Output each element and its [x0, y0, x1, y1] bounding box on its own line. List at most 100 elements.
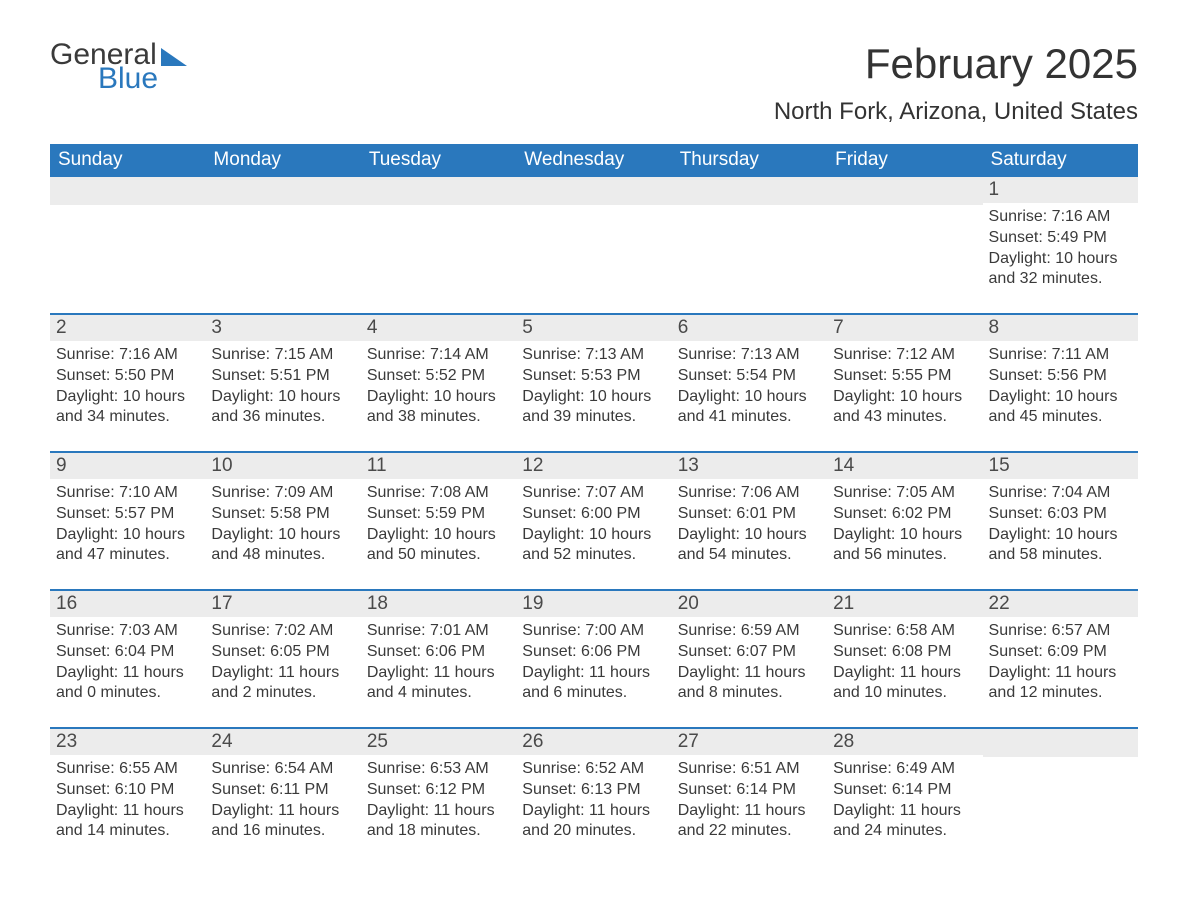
sunset-text: Sunset: 6:08 PM [833, 642, 976, 663]
daylight-text: Daylight: 10 hours and 39 minutes. [522, 387, 665, 429]
week-row: 1Sunrise: 7:16 AMSunset: 5:49 PMDaylight… [50, 177, 1138, 313]
daylight-text: Daylight: 10 hours and 41 minutes. [678, 387, 821, 429]
logo: General Blue [50, 40, 187, 94]
day-info: Sunrise: 7:07 AMSunset: 6:00 PMDaylight:… [516, 479, 671, 572]
day-number: 4 [361, 315, 516, 341]
sunrise-text: Sunrise: 6:52 AM [522, 759, 665, 780]
daylight-text: Daylight: 10 hours and 32 minutes. [989, 249, 1132, 291]
sunset-text: Sunset: 6:03 PM [989, 504, 1132, 525]
day-number: 19 [516, 591, 671, 617]
day-info: Sunrise: 6:59 AMSunset: 6:07 PMDaylight:… [672, 617, 827, 710]
day-cell [50, 177, 205, 313]
day-info: Sunrise: 7:05 AMSunset: 6:02 PMDaylight:… [827, 479, 982, 572]
sunrise-text: Sunrise: 7:16 AM [989, 207, 1132, 228]
day-of-week-header: SundayMondayTuesdayWednesdayThursdayFrid… [50, 144, 1138, 177]
dow-friday: Friday [827, 144, 982, 177]
day-info: Sunrise: 7:04 AMSunset: 6:03 PMDaylight:… [983, 479, 1138, 572]
sunset-text: Sunset: 6:14 PM [678, 780, 821, 801]
day-number: 9 [50, 453, 205, 479]
day-number: 18 [361, 591, 516, 617]
sunset-text: Sunset: 6:10 PM [56, 780, 199, 801]
sunrise-text: Sunrise: 7:10 AM [56, 483, 199, 504]
day-cell: 5Sunrise: 7:13 AMSunset: 5:53 PMDaylight… [516, 315, 671, 451]
day-cell: 9Sunrise: 7:10 AMSunset: 5:57 PMDaylight… [50, 453, 205, 589]
day-cell: 2Sunrise: 7:16 AMSunset: 5:50 PMDaylight… [50, 315, 205, 451]
sunrise-text: Sunrise: 7:08 AM [367, 483, 510, 504]
sunrise-text: Sunrise: 7:07 AM [522, 483, 665, 504]
day-cell: 11Sunrise: 7:08 AMSunset: 5:59 PMDayligh… [361, 453, 516, 589]
day-info: Sunrise: 7:10 AMSunset: 5:57 PMDaylight:… [50, 479, 205, 572]
day-cell: 19Sunrise: 7:00 AMSunset: 6:06 PMDayligh… [516, 591, 671, 727]
day-number: 16 [50, 591, 205, 617]
week-row: 16Sunrise: 7:03 AMSunset: 6:04 PMDayligh… [50, 589, 1138, 727]
daylight-text: Daylight: 10 hours and 36 minutes. [211, 387, 354, 429]
day-number: 26 [516, 729, 671, 755]
day-info: Sunrise: 7:06 AMSunset: 6:01 PMDaylight:… [672, 479, 827, 572]
daylight-text: Daylight: 11 hours and 20 minutes. [522, 801, 665, 843]
day-cell: 1Sunrise: 7:16 AMSunset: 5:49 PMDaylight… [983, 177, 1138, 313]
sunrise-text: Sunrise: 7:15 AM [211, 345, 354, 366]
day-cell: 16Sunrise: 7:03 AMSunset: 6:04 PMDayligh… [50, 591, 205, 727]
day-info: Sunrise: 7:16 AMSunset: 5:49 PMDaylight:… [983, 203, 1138, 296]
day-cell: 28Sunrise: 6:49 AMSunset: 6:14 PMDayligh… [827, 729, 982, 865]
day-cell [983, 729, 1138, 865]
day-cell: 6Sunrise: 7:13 AMSunset: 5:54 PMDaylight… [672, 315, 827, 451]
header: General Blue February 2025 North Fork, A… [50, 40, 1138, 126]
day-number: 7 [827, 315, 982, 341]
sunrise-text: Sunrise: 7:11 AM [989, 345, 1132, 366]
day-number: 23 [50, 729, 205, 755]
sunrise-text: Sunrise: 7:03 AM [56, 621, 199, 642]
day-number [983, 729, 1138, 757]
sunset-text: Sunset: 6:02 PM [833, 504, 976, 525]
sunrise-text: Sunrise: 7:06 AM [678, 483, 821, 504]
dow-saturday: Saturday [983, 144, 1138, 177]
sunrise-text: Sunrise: 6:49 AM [833, 759, 976, 780]
day-number: 20 [672, 591, 827, 617]
logo-triangle-icon [161, 48, 187, 66]
day-number [516, 177, 671, 205]
day-info: Sunrise: 6:55 AMSunset: 6:10 PMDaylight:… [50, 755, 205, 848]
sunrise-text: Sunrise: 7:12 AM [833, 345, 976, 366]
day-number [50, 177, 205, 205]
sunset-text: Sunset: 5:51 PM [211, 366, 354, 387]
daylight-text: Daylight: 11 hours and 14 minutes. [56, 801, 199, 843]
sunset-text: Sunset: 5:50 PM [56, 366, 199, 387]
daylight-text: Daylight: 10 hours and 48 minutes. [211, 525, 354, 567]
day-cell: 21Sunrise: 6:58 AMSunset: 6:08 PMDayligh… [827, 591, 982, 727]
title-block: February 2025 North Fork, Arizona, Unite… [774, 40, 1138, 126]
sunrise-text: Sunrise: 7:00 AM [522, 621, 665, 642]
sunrise-text: Sunrise: 7:05 AM [833, 483, 976, 504]
sunset-text: Sunset: 5:56 PM [989, 366, 1132, 387]
daylight-text: Daylight: 10 hours and 47 minutes. [56, 525, 199, 567]
day-info: Sunrise: 6:58 AMSunset: 6:08 PMDaylight:… [827, 617, 982, 710]
day-info: Sunrise: 7:09 AMSunset: 5:58 PMDaylight:… [205, 479, 360, 572]
daylight-text: Daylight: 11 hours and 12 minutes. [989, 663, 1132, 705]
day-info: Sunrise: 6:53 AMSunset: 6:12 PMDaylight:… [361, 755, 516, 848]
day-number: 8 [983, 315, 1138, 341]
dow-tuesday: Tuesday [361, 144, 516, 177]
day-cell [672, 177, 827, 313]
day-cell: 3Sunrise: 7:15 AMSunset: 5:51 PMDaylight… [205, 315, 360, 451]
sunset-text: Sunset: 6:01 PM [678, 504, 821, 525]
sunrise-text: Sunrise: 7:01 AM [367, 621, 510, 642]
sunset-text: Sunset: 6:07 PM [678, 642, 821, 663]
sunrise-text: Sunrise: 6:53 AM [367, 759, 510, 780]
daylight-text: Daylight: 10 hours and 34 minutes. [56, 387, 199, 429]
day-info: Sunrise: 7:11 AMSunset: 5:56 PMDaylight:… [983, 341, 1138, 434]
day-info: Sunrise: 7:03 AMSunset: 6:04 PMDaylight:… [50, 617, 205, 710]
day-info: Sunrise: 7:13 AMSunset: 5:53 PMDaylight:… [516, 341, 671, 434]
sunrise-text: Sunrise: 6:51 AM [678, 759, 821, 780]
day-info: Sunrise: 7:01 AMSunset: 6:06 PMDaylight:… [361, 617, 516, 710]
sunrise-text: Sunrise: 7:13 AM [522, 345, 665, 366]
day-number: 5 [516, 315, 671, 341]
day-info: Sunrise: 7:02 AMSunset: 6:05 PMDaylight:… [205, 617, 360, 710]
day-cell: 17Sunrise: 7:02 AMSunset: 6:05 PMDayligh… [205, 591, 360, 727]
sunset-text: Sunset: 6:14 PM [833, 780, 976, 801]
week-row: 23Sunrise: 6:55 AMSunset: 6:10 PMDayligh… [50, 727, 1138, 865]
sunset-text: Sunset: 6:13 PM [522, 780, 665, 801]
day-number: 13 [672, 453, 827, 479]
sunrise-text: Sunrise: 6:57 AM [989, 621, 1132, 642]
daylight-text: Daylight: 10 hours and 43 minutes. [833, 387, 976, 429]
day-info: Sunrise: 7:16 AMSunset: 5:50 PMDaylight:… [50, 341, 205, 434]
dow-thursday: Thursday [672, 144, 827, 177]
